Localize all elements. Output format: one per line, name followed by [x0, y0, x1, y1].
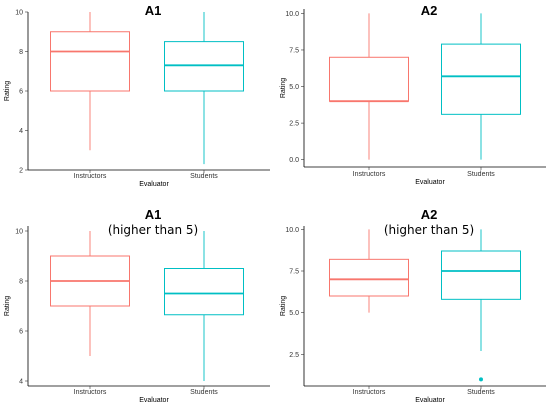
y-axis-label: Rating — [280, 78, 287, 98]
x-axis-label: Evaluator — [415, 179, 445, 186]
x-tick-label: Students — [190, 389, 218, 396]
chart-subtitle: (higher than 5) — [384, 223, 474, 237]
iqr-box — [441, 250, 521, 300]
chart-title: A2 — [421, 3, 438, 18]
box-instructors — [329, 13, 409, 160]
y-tick-label: 10.0 — [285, 11, 299, 18]
box-students — [164, 12, 244, 165]
iqr-box — [164, 41, 244, 92]
box-instructors — [329, 229, 409, 313]
chart-panel-3: A1(higher than 5) 4 6 8 10 Instructors Student… — [4, 207, 270, 404]
x-tick-label: Students — [467, 389, 495, 396]
x-axis-label: Evaluator — [139, 397, 169, 404]
y-tick-label: 8 — [19, 279, 23, 286]
y-tick-label: 2.5 — [289, 352, 299, 359]
chart-panel-1: A1 2 4 6 8 10 Instructors Students Evaluator Rati… — [4, 3, 270, 188]
y-axis-label: Rating — [4, 81, 11, 101]
chart-title: A1 — [145, 207, 162, 222]
y-tick-label: 7.5 — [289, 47, 299, 54]
x-tick-label: Instructors — [74, 173, 107, 180]
iqr-box — [164, 268, 244, 316]
iqr-box — [50, 31, 130, 92]
outlier-point — [479, 377, 483, 382]
y-tick-label: 6 — [19, 89, 23, 96]
y-tick-label: 10 — [15, 10, 23, 17]
y-axis-label: Rating — [280, 296, 287, 316]
chart-title: A2 — [421, 207, 438, 222]
box-students — [441, 13, 521, 160]
y-axis-label: Rating — [4, 296, 11, 316]
x-tick-label: Instructors — [74, 389, 107, 396]
y-tick-label: 0.0 — [289, 157, 299, 164]
box-students — [441, 229, 521, 382]
x-axis-label: Evaluator — [415, 397, 445, 404]
y-tick-label: 6 — [19, 329, 23, 336]
x-tick-label: Students — [467, 171, 495, 178]
x-axis-label: Evaluator — [139, 181, 169, 188]
iqr-box — [329, 56, 409, 102]
y-tick-label: 2 — [19, 168, 23, 175]
chart-title: A1 — [145, 3, 162, 18]
chart-panel-2: A2 0.0 2.5 5.0 7.5 10.0 Instructors Students Eva… — [280, 3, 546, 186]
box-instructors — [50, 12, 130, 151]
y-tick-label: 5.0 — [289, 84, 299, 91]
y-tick-label: 5.0 — [289, 310, 299, 317]
box-students — [164, 231, 244, 381]
x-tick-label: Students — [190, 173, 218, 180]
box-instructors — [50, 231, 130, 356]
iqr-box — [329, 258, 409, 297]
y-tick-label: 10 — [15, 229, 23, 236]
y-tick-label: 4 — [19, 128, 23, 135]
x-tick-label: Instructors — [353, 389, 386, 396]
y-tick-label: 4 — [19, 379, 23, 386]
chart-subtitle: (higher than 5) — [108, 223, 198, 237]
chart-panel-4: A2(higher than 5) 2.5 5.0 7.5 10.0 Instructor… — [280, 207, 546, 404]
y-tick-label: 10.0 — [285, 227, 299, 234]
iqr-box — [441, 43, 521, 115]
y-tick-label: 8 — [19, 49, 23, 56]
y-tick-label: 7.5 — [289, 269, 299, 276]
y-tick-label: 2.5 — [289, 121, 299, 128]
x-tick-label: Instructors — [353, 171, 386, 178]
